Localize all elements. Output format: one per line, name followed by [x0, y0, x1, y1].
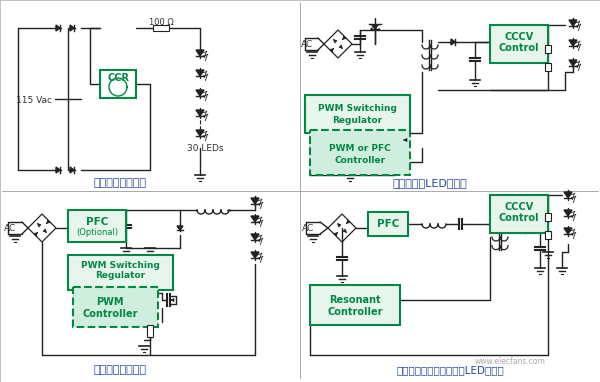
Bar [153, 25, 169, 31]
Bar [310, 130, 410, 175]
Bar [73, 287, 158, 327]
Text: CCR: CCR [107, 73, 129, 83]
Text: www.elecfans.com: www.elecfans.com [475, 358, 545, 366]
Bar [545, 63, 551, 71]
Text: 非隔离线性驱动器: 非隔离线性驱动器 [94, 178, 146, 188]
Bar [68, 210, 126, 242]
Text: 115 Vac: 115 Vac [16, 96, 52, 105]
Polygon shape [564, 210, 572, 216]
Text: Control: Control [499, 213, 539, 223]
Bar [368, 212, 408, 236]
Polygon shape [70, 167, 74, 173]
Polygon shape [196, 50, 204, 56]
Text: PFC: PFC [86, 217, 108, 227]
Text: PWM or PFC: PWM or PFC [329, 144, 391, 152]
Text: 100 Ω: 100 Ω [149, 18, 173, 26]
Bar [545, 213, 551, 221]
Bar [545, 231, 551, 239]
Text: 双段式功率因数校正隔离LED驱动器: 双段式功率因数校正隔离LED驱动器 [396, 365, 504, 375]
Polygon shape [251, 216, 259, 222]
Text: AC: AC [301, 39, 313, 49]
Text: CCCV: CCCV [505, 202, 533, 212]
Polygon shape [196, 130, 204, 136]
Polygon shape [196, 90, 204, 96]
Text: PWM: PWM [96, 297, 124, 307]
Text: 非隔离降压驱动器: 非隔离降压驱动器 [94, 365, 146, 375]
Text: PFC: PFC [377, 219, 399, 229]
Text: CCCV: CCCV [505, 32, 533, 42]
Polygon shape [196, 110, 204, 116]
Bar [68, 255, 173, 290]
Text: PWM Switching: PWM Switching [80, 261, 160, 269]
Bar [490, 25, 548, 63]
Text: Controller: Controller [327, 307, 383, 317]
Polygon shape [372, 25, 378, 29]
Polygon shape [251, 252, 259, 258]
Text: Regulator: Regulator [95, 272, 145, 280]
Bar [310, 285, 400, 325]
Bar [490, 195, 548, 233]
Text: Resonant: Resonant [329, 295, 381, 305]
Polygon shape [56, 167, 60, 173]
Text: 30 LEDs: 30 LEDs [187, 144, 223, 152]
Polygon shape [569, 60, 577, 66]
Polygon shape [564, 228, 572, 234]
Polygon shape [569, 20, 577, 26]
Polygon shape [564, 192, 572, 198]
Text: Controller: Controller [334, 155, 386, 165]
Text: Control: Control [499, 43, 539, 53]
Bar [147, 325, 153, 337]
Text: (Optional): (Optional) [76, 228, 118, 236]
Polygon shape [177, 226, 183, 230]
Polygon shape [451, 39, 455, 45]
Text: PWM Switching: PWM Switching [317, 104, 397, 113]
Text: AC: AC [4, 223, 16, 233]
Text: 单段反激式LED驱动器: 单段反激式LED驱动器 [392, 178, 467, 188]
Text: Controller: Controller [82, 309, 138, 319]
Polygon shape [196, 70, 204, 76]
Polygon shape [56, 25, 60, 31]
Text: Regulator: Regulator [332, 115, 382, 125]
Text: AC: AC [302, 223, 314, 233]
Polygon shape [569, 40, 577, 46]
Bar [100, 70, 136, 98]
Bar [545, 45, 551, 53]
Polygon shape [521, 227, 525, 233]
Polygon shape [70, 25, 74, 31]
Polygon shape [251, 234, 259, 240]
Bar [305, 95, 410, 133]
Polygon shape [251, 198, 259, 204]
